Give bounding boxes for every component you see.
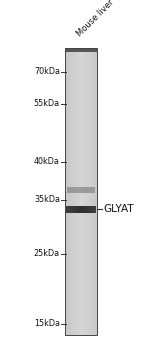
Bar [71,205,72,212]
Bar [86,205,87,212]
Text: 15kDa: 15kDa [34,320,60,329]
Bar [67,48,68,335]
Bar [91,48,92,335]
Text: 55kDa: 55kDa [34,99,60,108]
Bar [96,48,97,335]
Bar [80,205,81,212]
Bar [82,48,83,335]
Text: GLYAT: GLYAT [103,204,134,214]
Bar [68,48,69,335]
Text: 35kDa: 35kDa [34,196,60,204]
Bar [91,205,93,212]
Bar [77,205,78,212]
Text: 25kDa: 25kDa [34,250,60,259]
Bar [83,48,84,335]
Text: 70kDa: 70kDa [34,68,60,77]
Bar [84,48,85,335]
Bar [75,48,76,335]
Bar [95,205,96,212]
Bar [93,48,94,335]
Bar [90,48,91,335]
Bar [75,205,77,212]
Bar [95,48,96,335]
Bar [76,48,77,335]
Bar [87,48,89,335]
Bar [70,48,71,335]
Bar [84,205,86,212]
Bar [67,187,95,193]
Bar [73,205,75,212]
Bar [65,48,97,335]
Bar [81,48,82,335]
Bar [72,205,73,212]
Bar [67,205,69,212]
Bar [87,205,89,212]
Bar [65,48,97,335]
Bar [71,48,73,335]
Bar [79,48,80,335]
Bar [66,205,96,212]
Text: Mouse liver: Mouse liver [75,0,115,38]
Bar [78,48,79,335]
Bar [93,205,95,212]
Bar [94,48,95,335]
Bar [65,48,66,335]
Bar [90,205,91,212]
Text: 40kDa: 40kDa [34,158,60,167]
Bar [66,205,67,212]
Bar [85,48,86,335]
Bar [86,48,87,335]
Bar [81,205,82,212]
Bar [69,205,71,212]
Bar [82,205,84,212]
Bar [66,48,67,335]
Bar [80,48,81,335]
Bar [89,205,90,212]
Bar [78,205,80,212]
Bar [73,48,75,335]
Bar [89,48,90,335]
Bar [69,48,70,335]
Bar [92,48,93,335]
Bar [77,48,78,335]
Bar [65,48,97,52]
